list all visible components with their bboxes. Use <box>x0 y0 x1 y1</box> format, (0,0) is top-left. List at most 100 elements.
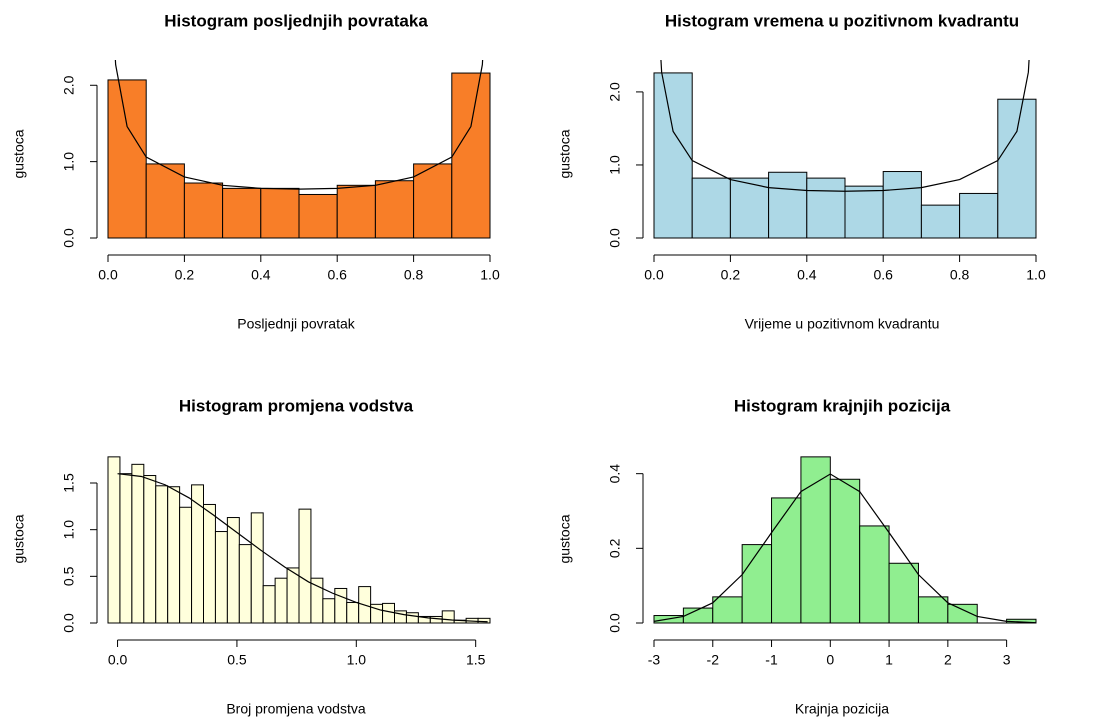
bar <box>143 475 157 624</box>
x-tick-label: 0.8 <box>950 267 970 283</box>
x-tick-label: 0 <box>826 652 834 668</box>
y-tick-label: 1.5 <box>61 473 77 493</box>
x-tick-label: 0.0 <box>644 267 664 283</box>
x-tick-label: -1 <box>765 652 778 668</box>
y-axis-label: gustoca <box>557 129 573 178</box>
bar <box>107 456 121 624</box>
bar <box>262 585 276 624</box>
bar <box>800 456 831 624</box>
bar <box>405 612 419 624</box>
panel: Histogram vremena u pozitivnom kvadrantu… <box>557 11 1046 332</box>
bar <box>322 598 336 624</box>
bar <box>413 163 453 239</box>
bar <box>882 171 922 239</box>
bar <box>888 562 919 624</box>
y-tick-label: 0.0 <box>61 613 77 633</box>
density-curve <box>117 473 488 623</box>
x-tick-label: 0.4 <box>797 267 817 283</box>
bar <box>214 531 228 624</box>
bar <box>806 177 846 239</box>
chart-title: Histogram posljednjih povrataka <box>164 11 428 30</box>
bar <box>274 577 288 624</box>
bar <box>441 610 455 624</box>
bar <box>167 486 181 624</box>
chart-title: Histogram krajnjih pozicija <box>734 396 951 415</box>
density-curve <box>114 60 484 190</box>
y-tick-label: 0.0 <box>607 613 623 633</box>
panel: Histogram promjena vodstva Broj promjena … <box>11 396 491 717</box>
density-curve <box>660 60 1030 192</box>
bar <box>183 182 224 239</box>
bar <box>477 617 491 624</box>
chart-title: Histogram promjena vodstva <box>179 396 414 415</box>
y-tick-label: 1.0 <box>61 520 77 540</box>
bar <box>959 192 999 239</box>
y-axis-label: gustoca <box>557 514 573 563</box>
bar <box>119 473 133 624</box>
bar <box>298 508 312 624</box>
bar <box>920 204 961 239</box>
bar <box>260 187 300 239</box>
x-tick-label: 0.0 <box>108 652 128 668</box>
x-tick-label: 1.5 <box>466 652 486 668</box>
density-curve <box>653 473 1037 623</box>
bar <box>771 497 802 624</box>
x-axis-label: Posljednji povratak <box>237 316 356 332</box>
x-tick-label: 0.6 <box>873 267 893 283</box>
bar <box>250 512 264 624</box>
y-tick-label: 0.5 <box>61 566 77 586</box>
x-tick-label: 1.0 <box>1026 267 1046 283</box>
chart-title: Histogram vremena u pozitivnom kvadrantu <box>665 11 1019 30</box>
y-axis-label: gustoca <box>11 129 27 178</box>
bar <box>382 602 395 624</box>
x-tick-label: 3 <box>1003 652 1011 668</box>
x-axis-label: Vrijeme u pozitivnom kvadrantu <box>745 316 940 332</box>
y-axis-label: gustoca <box>11 514 27 563</box>
bar <box>997 98 1037 239</box>
bar <box>155 485 169 624</box>
bar <box>451 72 491 239</box>
x-tick-label: 0.0 <box>98 267 118 283</box>
bar <box>829 478 861 624</box>
x-axis-label: Broj promjena vodstva <box>226 701 366 717</box>
panel: Histogram posljednjih povrataka Posljednj… <box>11 11 500 332</box>
bar <box>374 180 415 239</box>
bar <box>336 184 376 239</box>
bar <box>191 484 204 624</box>
x-tick-label: 1.0 <box>480 267 500 283</box>
bar <box>310 577 324 624</box>
bar <box>179 506 193 624</box>
x-tick-label: -3 <box>648 652 661 668</box>
y-tick-label: 0.2 <box>607 538 623 558</box>
bar <box>222 187 262 239</box>
bar <box>145 163 185 239</box>
bar <box>107 79 147 239</box>
x-tick-label: 0.6 <box>327 267 347 283</box>
x-tick-label: 0.4 <box>251 267 271 283</box>
x-tick-label: -2 <box>707 652 720 668</box>
x-tick-label: 0.2 <box>175 267 195 283</box>
x-tick-label: 0.5 <box>227 652 247 668</box>
y-tick-label: 1.0 <box>61 152 77 172</box>
bar <box>691 177 731 239</box>
y-tick-label: 0.0 <box>61 228 77 248</box>
panel: Histogram krajnjih pozicija Krajnja pozic… <box>557 396 1037 717</box>
y-tick-label: 2.0 <box>61 75 77 95</box>
bar <box>429 615 443 624</box>
x-tick-label: 0.8 <box>404 267 424 283</box>
bar <box>859 525 890 624</box>
y-tick-label: 1.0 <box>607 155 623 175</box>
bar <box>298 193 338 239</box>
x-tick-label: 2 <box>944 652 952 668</box>
bar <box>653 72 693 239</box>
bar <box>203 503 216 624</box>
y-tick-label: 0.4 <box>607 464 623 484</box>
bar <box>844 185 884 239</box>
bar <box>768 171 808 239</box>
bar <box>131 463 145 624</box>
bar <box>238 544 252 624</box>
bar <box>712 596 743 624</box>
bar <box>917 596 949 624</box>
bar <box>947 603 978 624</box>
